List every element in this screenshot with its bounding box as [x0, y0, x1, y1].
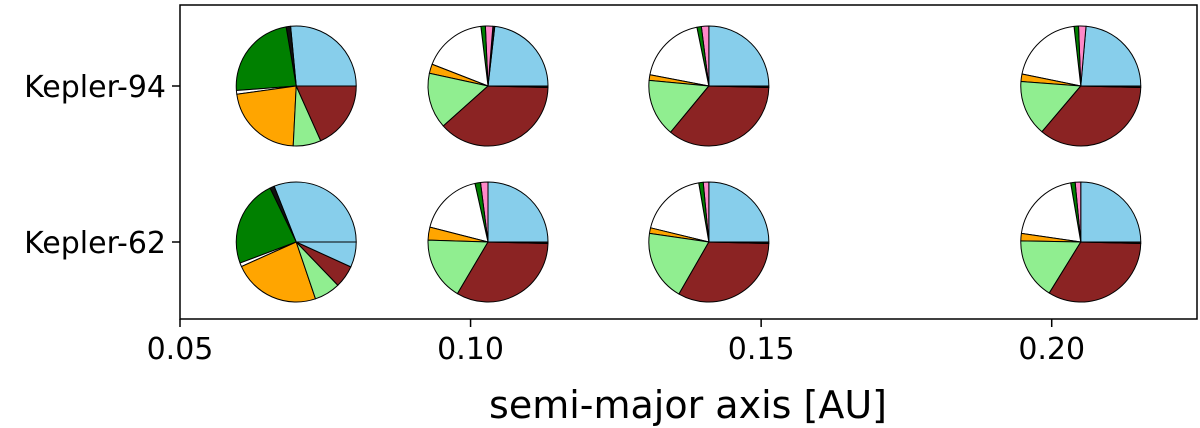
pie-slice [678, 241, 770, 303]
x-tick-label: 0.20 [1018, 332, 1085, 367]
pie-slice [235, 187, 297, 264]
pie-slice [1021, 25, 1082, 87]
pie-slice [427, 72, 489, 127]
pie-slice [487, 25, 549, 87]
pie-slice [295, 241, 357, 268]
pie-slice [1048, 241, 1142, 303]
pie-slice [240, 241, 316, 303]
pie-slice [708, 85, 770, 89]
pie-slice [431, 25, 489, 87]
pie-kepler-62-2 [648, 181, 770, 303]
pie-kepler-94-1 [427, 25, 549, 147]
pie-slice [708, 241, 770, 245]
pie-markers [235, 25, 1142, 303]
pie-slice [649, 26, 710, 87]
row-labels: Kepler-94 Kepler-62 [24, 70, 180, 261]
pie-kepler-62-0 [235, 181, 357, 303]
pie-slice [708, 181, 770, 243]
pie-slice [487, 85, 549, 89]
pie-slice [670, 85, 770, 147]
pie-slice [1041, 85, 1142, 147]
pie-slice [236, 85, 297, 147]
pie-slice [650, 182, 710, 243]
pie-slice [487, 241, 549, 245]
row-label: Kepler-62 [24, 226, 166, 261]
x-axis-ticks: 0.05 0.10 0.15 0.20 [147, 319, 1085, 367]
pie-slice [295, 85, 357, 142]
pie-slice [456, 241, 549, 303]
pie-slice [235, 26, 297, 92]
pie-slice [708, 25, 770, 87]
pie-kepler-94-3 [1020, 25, 1142, 147]
x-tick-label: 0.10 [437, 332, 504, 367]
pie-slice [1020, 80, 1082, 133]
pie-slice [273, 181, 357, 243]
pie-slice [429, 182, 489, 243]
pie-kepler-94-2 [648, 25, 770, 147]
pie-slice [1020, 240, 1082, 294]
pie-kepler-62-3 [1020, 181, 1142, 303]
row-label: Kepler-94 [24, 70, 166, 105]
pie-slice [1080, 181, 1142, 243]
pie-slice [290, 25, 357, 87]
pie-slice [442, 85, 549, 147]
pie-kepler-94-0 [235, 25, 357, 147]
x-axis-label: semi-major axis [AU] [489, 383, 887, 427]
pie-slice [487, 181, 549, 243]
pie-slice [1080, 25, 1142, 87]
pie-slice [1080, 241, 1142, 245]
pie-slice [1020, 182, 1082, 243]
pie-slice [427, 239, 489, 295]
x-tick-label: 0.05 [147, 332, 214, 367]
pie-kepler-62-1 [427, 181, 549, 303]
pie-slice [1080, 85, 1142, 89]
pie-slice [648, 232, 710, 295]
pie-slice [648, 79, 710, 133]
x-tick-label: 0.15 [728, 332, 795, 367]
